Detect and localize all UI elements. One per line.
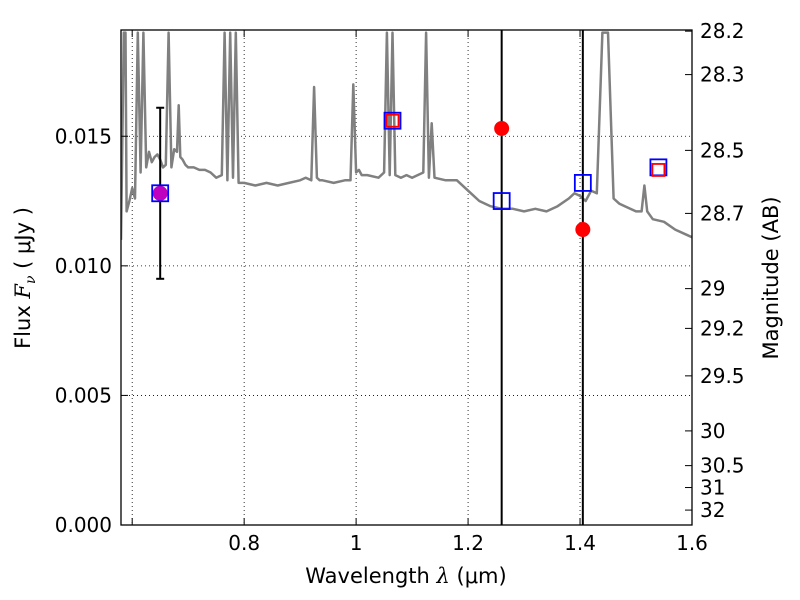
y-tick-label: 0.015 — [55, 124, 112, 148]
data-layer — [121, 31, 692, 240]
x-tick-label: 0.8 — [228, 531, 260, 555]
y-axis-title: Flux Fν ( μJy ) — [11, 207, 39, 349]
x-tick-label: 1 — [350, 531, 363, 555]
x-tick-label: 1.2 — [452, 531, 484, 555]
axis-ticks: 0.8 1 1.2 1.4 1.6 0.000 0.005 0.010 0.015 28.2 28.… — [55, 19, 745, 555]
plot-frame — [120, 29, 693, 526]
y2-tick-label: 29.2 — [700, 316, 745, 340]
x-tick-label: 1.6 — [676, 531, 708, 555]
y-tick-label: 0.005 — [55, 383, 112, 407]
y-tick-label: 0.010 — [55, 254, 112, 278]
y2-tick-label: 30.5 — [700, 454, 745, 478]
grid-lines — [121, 30, 693, 526]
band-square-marker — [385, 113, 400, 128]
model-square-marker — [573, 174, 592, 192]
data-point — [152, 185, 168, 201]
data-point — [575, 222, 591, 238]
y2-tick-label: 28.2 — [700, 19, 745, 43]
model-square-marker — [151, 184, 170, 203]
y2-axis-title: Magnitude (AB) — [759, 196, 783, 359]
y2-tick-label: 30 — [700, 419, 725, 443]
markers — [151, 106, 668, 280]
model-square-marker — [492, 192, 511, 210]
marker-lines — [500, 30, 584, 525]
y-tick-label: 0.000 — [55, 513, 112, 537]
x-tick-label: 1.4 — [564, 531, 596, 555]
x-axis-title: Wavelength λ (μm) — [305, 564, 506, 588]
y2-tick-label: 31 — [700, 476, 725, 500]
y2-tick-label: 29 — [700, 277, 725, 301]
y2-tick-label: 32 — [700, 498, 725, 522]
y2-tick-label: 28.3 — [700, 63, 745, 87]
y2-tick-label: 29.5 — [700, 364, 745, 388]
model-square-marker — [383, 111, 402, 130]
data-point — [494, 120, 510, 136]
spectrum-line — [121, 31, 692, 240]
band-square-marker — [651, 163, 666, 177]
y2-tick-label: 28.5 — [700, 138, 745, 162]
y2-tick-label: 28.7 — [700, 201, 745, 225]
